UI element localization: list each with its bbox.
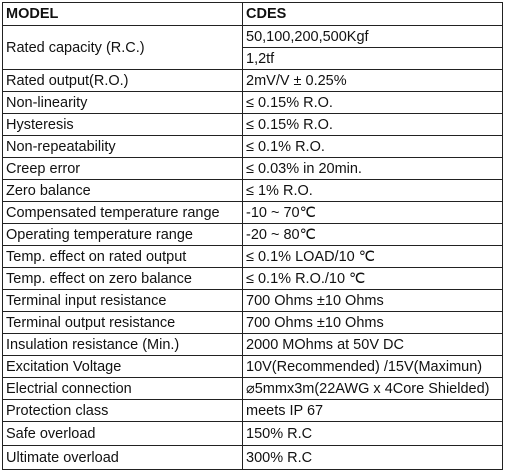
table-row: Rated output(R.O.) 2mV/V ± 0.25% [2,69,503,92]
row-value: 1,2tf [242,47,503,70]
row-value: 2mV/V ± 0.25% [242,69,503,92]
table-row: Ultimate overload 300% R.C [2,445,503,470]
table-row: Safe overload 150% R.C [2,421,503,446]
table-row: Temp. effect on zero balance ≤ 0.1% R.O./… [2,267,503,290]
row-label: Protection class [2,399,243,422]
table-row: Terminal output resistance 700 Ohms ±10 O… [2,311,503,334]
table-row: Compensated temperature range -10 ~ 70℃ [2,201,503,224]
row-label: Non-linearity [2,91,243,114]
row-label: Creep error [2,157,243,180]
table-row: Creep error ≤ 0.03% in 20min. [2,157,503,180]
row-value: ≤ 0.15% R.O. [242,113,503,136]
table-row: Excitation Voltage 10V(Recommended) /15V(… [2,355,503,378]
header-cell: MODEL [2,2,243,26]
row-value: ≤ 0.1% R.O. [242,135,503,158]
row-value: -10 ~ 70℃ [242,201,503,224]
table-row: Zero balance ≤ 1% R.O. [2,179,503,202]
table-row: Electrial connection ⌀5mmx3m(22AWG x 4Cor… [2,377,503,400]
row-label: Rated capacity (R.C.) [2,25,243,70]
row-label: Safe overload [2,421,243,446]
table-row: Operating temperature range -20 ~ 80℃ [2,223,503,246]
row-value: ⌀5mmx3m(22AWG x 4Core Shielded) [242,377,503,400]
row-label: Insulation resistance (Min.) [2,333,243,356]
row-value: 300% R.C [242,445,503,470]
row-label: Rated output(R.O.) [2,69,243,92]
row-label: Ultimate overload [2,445,243,470]
row-value: ≤ 0.15% R.O. [242,91,503,114]
row-label: Terminal input resistance [2,289,243,312]
header-row: MODEL CDES [2,2,503,26]
table-row: Rated capacity (R.C.) 50,100,200,500Kgf [2,25,503,70]
header-cell: CDES [242,2,503,26]
table-row: Non-repeatability ≤ 0.1% R.O. [2,135,503,158]
table-row: Non-linearity ≤ 0.15% R.O. [2,91,503,114]
row-value: 50,100,200,500Kgf [242,25,503,48]
row-label: Excitation Voltage [2,355,243,378]
row-value: ≤ 0.1% R.O./10 ℃ [242,267,503,290]
row-value: ≤ 0.03% in 20min. [242,157,503,180]
row-label: Temp. effect on rated output [2,245,243,268]
row-value: 2000 MOhms at 50V DC [242,333,503,356]
table-row: Protection class meets IP 67 [2,399,503,422]
table-row: Insulation resistance (Min.) 2000 MOhms a… [2,333,503,356]
row-value: ≤ 0.1% LOAD/10 ℃ [242,245,503,268]
table-body: MODEL CDES Rated capacity (R.C.) 50,100,2… [2,2,503,470]
row-value: 700 Ohms ±10 Ohms [242,311,503,334]
row-value: -20 ~ 80℃ [242,223,503,246]
row-label: Zero balance [2,179,243,202]
row-label: Operating temperature range [2,223,243,246]
row-label: Compensated temperature range [2,201,243,224]
row-value: ≤ 1% R.O. [242,179,503,202]
row-label: Hysteresis [2,113,243,136]
row-value: 10V(Recommended) /15V(Maximun) [242,355,503,378]
row-value: meets IP 67 [242,399,503,422]
row-value: 700 Ohms ±10 Ohms [242,289,503,312]
row-label: Non-repeatability [2,135,243,158]
table-row: Terminal input resistance 700 Ohms ±10 Oh… [2,289,503,312]
table-row: Hysteresis ≤ 0.15% R.O. [2,113,503,136]
table-row: Temp. effect on rated output ≤ 0.1% LOAD/… [2,245,503,268]
row-label: Terminal output resistance [2,311,243,334]
row-label: Temp. effect on zero balance [2,267,243,290]
row-value: 150% R.C [242,421,503,446]
spec-table: MODEL CDES Rated capacity (R.C.) 50,100,2… [2,2,503,470]
row-label: Electrial connection [2,377,243,400]
